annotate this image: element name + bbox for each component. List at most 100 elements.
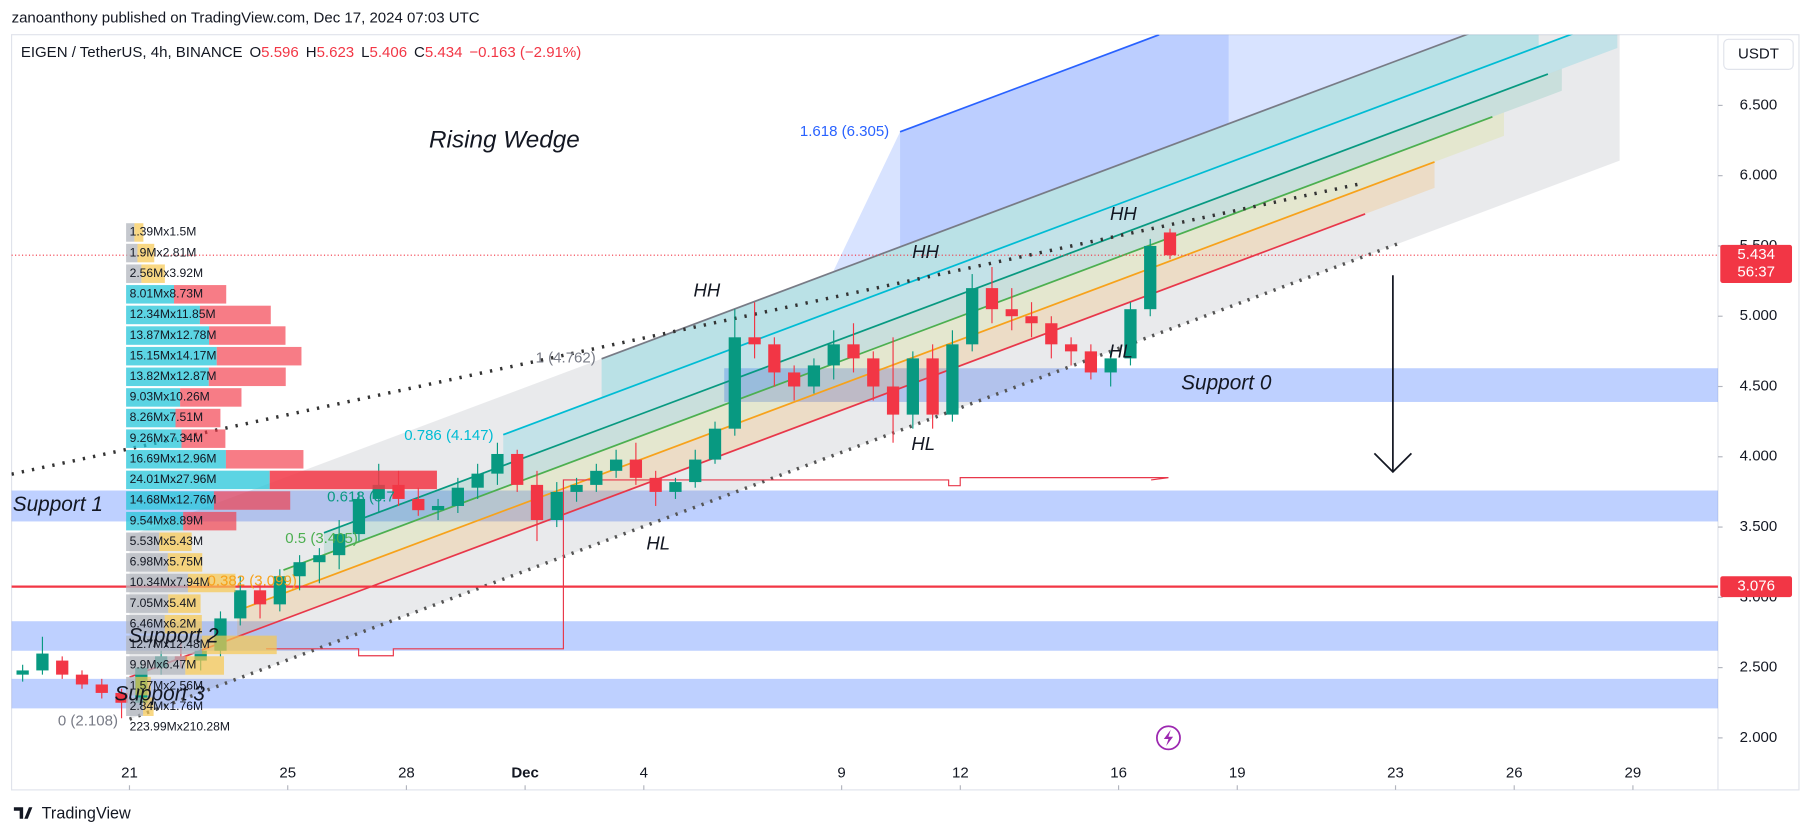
volume-buy xyxy=(126,532,160,552)
candle-body xyxy=(966,288,979,345)
x-tick-label: 21 xyxy=(121,765,138,782)
x-tick-label: 28 xyxy=(398,765,415,782)
x-tick-label: 9 xyxy=(837,765,845,782)
candle-body xyxy=(1124,309,1137,359)
candle-body xyxy=(194,650,207,661)
candle-body xyxy=(1084,351,1098,373)
fib-label: 0.382 (3.099) xyxy=(208,573,297,590)
plot-area xyxy=(11,34,1718,721)
candle-body xyxy=(1144,245,1157,310)
candle-body xyxy=(827,344,840,366)
candle-body xyxy=(530,484,544,521)
x-tick-label: 29 xyxy=(1625,765,1642,782)
volume-label: 13.87Mx12.78M xyxy=(130,328,217,342)
level-label: 3.076 xyxy=(1737,578,1775,595)
volume-buy xyxy=(126,573,188,593)
annotation: HH xyxy=(912,241,939,262)
volume-sell xyxy=(209,326,286,345)
x-tick-label: 16 xyxy=(1110,765,1127,782)
volume-buy xyxy=(126,408,176,428)
candle-body xyxy=(768,344,781,373)
candle-body xyxy=(926,358,939,415)
volume-label: 8.26Mx7.51M xyxy=(130,410,203,424)
volume-buy xyxy=(126,305,200,325)
candle-body xyxy=(985,288,999,310)
candle-body xyxy=(36,653,49,671)
volume-label: 1.9Mx2.81M xyxy=(130,245,197,259)
support-label: Support 2 xyxy=(128,625,219,648)
candle-body xyxy=(946,344,959,415)
volume-label: 6.98Mx5.75M xyxy=(130,555,203,569)
channel-line xyxy=(899,34,1160,133)
ohlc-value: 5.406 xyxy=(369,44,407,61)
volume-buy xyxy=(126,697,144,716)
volume-sell xyxy=(175,408,221,428)
channel-fill xyxy=(601,34,1539,398)
x-tick-label: 23 xyxy=(1387,765,1404,782)
annotation: HL xyxy=(911,433,935,454)
volume-sell xyxy=(185,656,225,675)
change: −0.163 (−2.91%) xyxy=(469,44,581,61)
support-label: Support 3 xyxy=(115,683,206,706)
candle-body xyxy=(708,428,722,460)
candle-body xyxy=(451,487,464,506)
candle-body xyxy=(807,365,821,387)
volume-buy xyxy=(126,429,182,448)
candle-body xyxy=(669,482,682,492)
candle-body xyxy=(1163,232,1177,256)
candle-body xyxy=(313,555,326,563)
volume-label: 9.54Mx8.89M xyxy=(130,513,203,527)
volume-label: 9.26Mx7.34M xyxy=(130,431,203,445)
volume-sell xyxy=(135,676,151,696)
candle-body xyxy=(95,684,108,693)
volume-sell xyxy=(167,553,203,572)
annotation: HL xyxy=(1109,341,1133,362)
channel-line xyxy=(129,213,1366,678)
candle-body xyxy=(75,674,89,685)
volume-sell xyxy=(213,491,291,510)
candle-body xyxy=(788,372,801,387)
step-line xyxy=(266,477,1169,657)
volume-label: 8.01Mx8.73M xyxy=(130,287,203,301)
ohlc-value: 5.434 xyxy=(425,44,463,61)
volume-buy xyxy=(126,614,165,634)
y-tick-label: 3.500 xyxy=(1740,518,1778,535)
candle-body xyxy=(431,505,445,511)
candle-body xyxy=(689,459,702,483)
candle-body xyxy=(115,692,128,703)
volume-sell xyxy=(187,573,236,593)
candle-body xyxy=(491,453,504,474)
volume-label: 16.69Mx12.96M xyxy=(130,451,217,465)
x-tick-label: 25 xyxy=(279,765,296,782)
channel-fill xyxy=(323,68,1562,555)
volume-buy xyxy=(126,346,217,366)
arrow-head xyxy=(1373,452,1413,474)
fib-label: 0 (2.108) xyxy=(58,713,118,730)
y-tick-label: 2.500 xyxy=(1740,659,1778,676)
currency-box[interactable] xyxy=(1723,38,1794,70)
candle-body xyxy=(273,576,286,605)
volume-label: 1.39Mx1.5M xyxy=(130,225,197,239)
candle-body xyxy=(867,358,880,387)
channel-line xyxy=(283,115,1493,571)
volume-label: 1.57Mx2.56M xyxy=(130,678,203,692)
currency[interactable]: USDT xyxy=(1738,45,1779,62)
candle-body xyxy=(511,453,524,485)
volume-sell xyxy=(174,285,227,304)
volume-label: 6.46Mx6.2M xyxy=(130,616,197,630)
volume-buy xyxy=(126,367,209,387)
volume-buy xyxy=(126,285,175,304)
volume-label: 10.34Mx7.94M xyxy=(130,575,210,589)
candle-body xyxy=(471,473,484,488)
ohlc-value: 5.623 xyxy=(317,44,355,61)
volume-sell xyxy=(159,532,192,552)
candle-body xyxy=(748,337,761,345)
volume-buy xyxy=(126,243,138,263)
ohlc-key: C xyxy=(414,44,425,61)
volume-sell xyxy=(181,429,226,448)
support-zone xyxy=(11,621,1718,651)
volume-label: 7.05Mx5.4M xyxy=(130,596,197,610)
fib-label: 0.786 (4.147) xyxy=(404,427,493,444)
ohlc-key: O xyxy=(250,44,262,61)
